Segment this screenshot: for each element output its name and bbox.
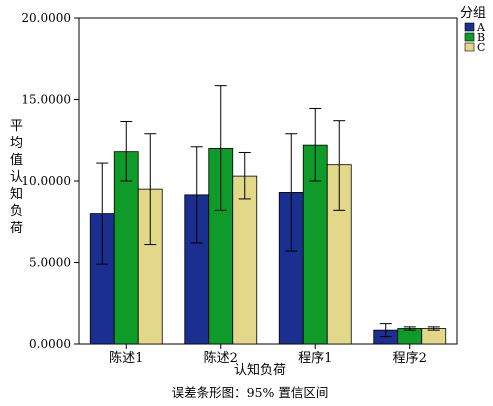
x-tick-label: 程序2 xyxy=(393,351,427,366)
y-tick-label: 20.0000 xyxy=(21,11,71,25)
legend-label: B xyxy=(477,31,485,44)
legend-title: 分组 xyxy=(460,6,486,21)
legend-swatch xyxy=(464,42,475,52)
y-tick-label: 15.0000 xyxy=(21,93,71,107)
x-tick-label: 陈述2 xyxy=(204,350,238,366)
y-axis-label: 平均值认知负荷 xyxy=(10,119,23,236)
error-bars xyxy=(96,85,440,338)
bar xyxy=(421,328,447,345)
y-tick-label: 10.0000 xyxy=(21,174,71,188)
x-tick-label: 程序1 xyxy=(298,351,332,366)
bar xyxy=(89,213,115,345)
y-axis: 0.0000 5.0000 10.0000 15.0000 20.0000 xyxy=(21,11,79,351)
chart-caption: 误差条形图：95% 置信区间 xyxy=(172,385,329,400)
legend-label: A xyxy=(476,21,486,34)
legend-label: C xyxy=(477,41,485,54)
bar xyxy=(397,328,423,345)
y-tick-label: 0.0000 xyxy=(29,337,71,351)
bar xyxy=(232,175,258,345)
x-tick-label: 陈述1 xyxy=(109,350,143,366)
legend-swatch xyxy=(464,32,475,42)
x-axis: 陈述1 陈述2 程序1 程序2 xyxy=(109,344,427,366)
legend-swatch xyxy=(464,22,475,32)
x-axis-label: 认知负荷 xyxy=(234,362,286,378)
legend: 分组 ABC xyxy=(460,6,486,54)
y-tick-label: 5.0000 xyxy=(29,256,71,270)
